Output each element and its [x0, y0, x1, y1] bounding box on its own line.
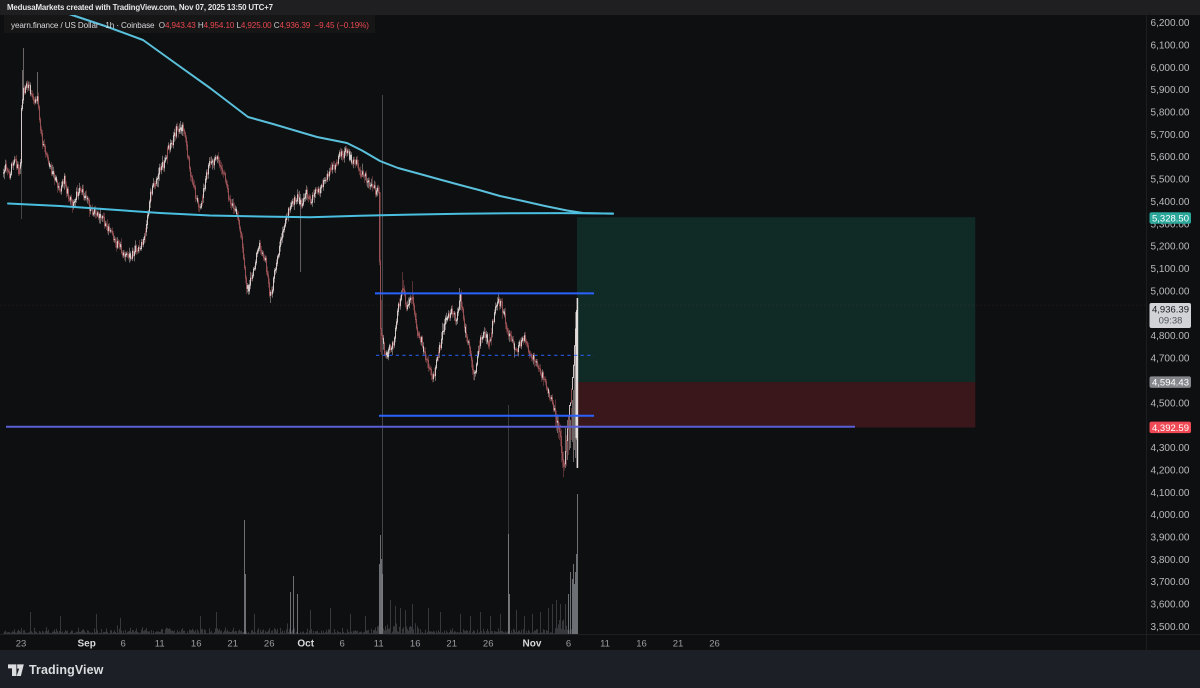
svg-text:16: 16: [636, 639, 647, 650]
svg-text:5,300.00: 5,300.00: [1151, 219, 1190, 230]
svg-text:5,900.00: 5,900.00: [1151, 85, 1190, 96]
svg-text:4,100.00: 4,100.00: [1151, 488, 1190, 499]
svg-text:3,500.00: 3,500.00: [1151, 622, 1190, 633]
svg-text:6: 6: [340, 639, 345, 650]
svg-text:4,800.00: 4,800.00: [1151, 331, 1190, 342]
svg-text:Nov: Nov: [523, 639, 542, 650]
svg-text:5,328.50: 5,328.50: [1152, 213, 1189, 224]
svg-text:5,200.00: 5,200.00: [1151, 242, 1190, 253]
svg-text:21: 21: [227, 639, 238, 650]
svg-text:16: 16: [410, 639, 421, 650]
svg-text:3,600.00: 3,600.00: [1151, 600, 1190, 611]
svg-text:23: 23: [16, 639, 27, 650]
svg-text:5,500.00: 5,500.00: [1151, 175, 1190, 186]
svg-text:16: 16: [191, 639, 202, 650]
svg-text:11: 11: [374, 639, 384, 650]
svg-text:4,200.00: 4,200.00: [1151, 465, 1190, 476]
svg-text:4,936.39: 4,936.39: [1152, 304, 1189, 315]
svg-text:Sep: Sep: [78, 639, 96, 650]
svg-text:5,700.00: 5,700.00: [1151, 130, 1190, 141]
svg-text:5,400.00: 5,400.00: [1151, 197, 1190, 208]
svg-text:5,000.00: 5,000.00: [1151, 286, 1190, 297]
svg-text:5,100.00: 5,100.00: [1151, 264, 1190, 275]
svg-text:6: 6: [566, 639, 571, 650]
svg-text:6,200.00: 6,200.00: [1151, 18, 1190, 29]
svg-text:4,594.43: 4,594.43: [1152, 378, 1189, 389]
svg-text:11: 11: [600, 639, 610, 650]
svg-text:26: 26: [264, 639, 275, 650]
svg-text:Oct: Oct: [297, 639, 314, 650]
svg-text:3,800.00: 3,800.00: [1151, 555, 1190, 566]
svg-text:4,500.00: 4,500.00: [1151, 398, 1190, 409]
svg-text:3,700.00: 3,700.00: [1151, 577, 1190, 588]
svg-text:4,000.00: 4,000.00: [1151, 510, 1190, 521]
svg-text:6,000.00: 6,000.00: [1151, 63, 1190, 74]
svg-text:21: 21: [446, 639, 457, 650]
svg-text:21: 21: [673, 639, 684, 650]
svg-text:4,700.00: 4,700.00: [1151, 354, 1190, 365]
svg-text:4,392.59: 4,392.59: [1152, 423, 1189, 434]
svg-text:6: 6: [121, 639, 126, 650]
svg-text:09:38: 09:38: [1159, 316, 1183, 327]
svg-text:11: 11: [155, 639, 165, 650]
svg-text:26: 26: [483, 639, 494, 650]
svg-text:6,100.00: 6,100.00: [1151, 40, 1190, 51]
svg-text:5,800.00: 5,800.00: [1151, 108, 1190, 119]
svg-text:4,300.00: 4,300.00: [1151, 443, 1190, 454]
svg-text:5,600.00: 5,600.00: [1151, 152, 1190, 163]
svg-text:3,900.00: 3,900.00: [1151, 533, 1190, 544]
svg-text:26: 26: [709, 639, 720, 650]
